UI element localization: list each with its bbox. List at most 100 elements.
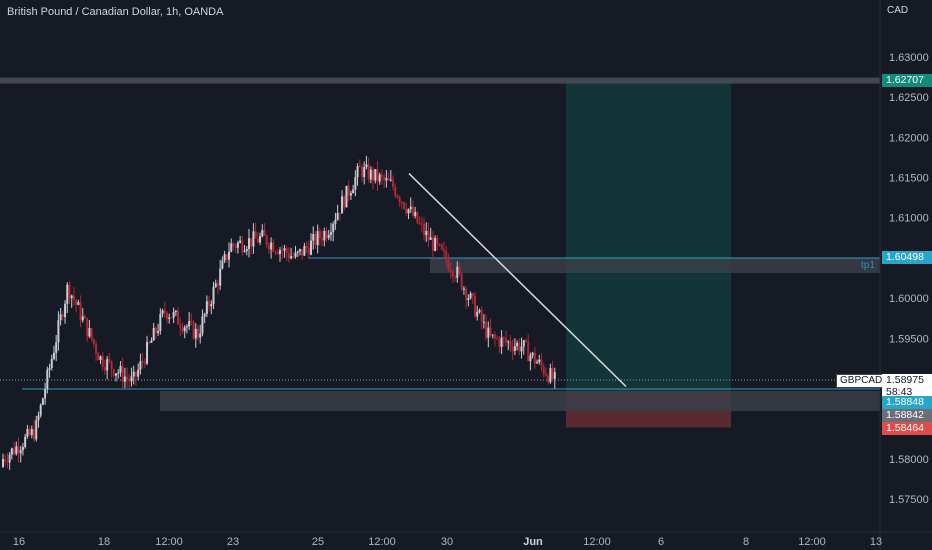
candle-body xyxy=(6,461,9,463)
candle-body xyxy=(540,359,543,366)
candle-body xyxy=(407,209,410,214)
candle-body xyxy=(219,268,222,286)
candle-body xyxy=(119,366,122,373)
candle-body xyxy=(61,314,64,318)
candle-body xyxy=(128,378,131,382)
candle-body xyxy=(2,458,4,467)
candle-body xyxy=(296,251,299,253)
horizontal-levels xyxy=(0,257,880,390)
candle-body xyxy=(194,328,197,339)
candle-body xyxy=(513,346,516,352)
candle-body xyxy=(329,232,332,235)
candle-body xyxy=(88,328,91,337)
candle-body xyxy=(509,341,512,348)
candle-body xyxy=(516,342,519,347)
candle-body xyxy=(97,353,100,361)
candle-body xyxy=(28,429,31,435)
candle-body xyxy=(183,327,186,332)
trendline xyxy=(408,172,627,388)
candle-body xyxy=(66,284,69,304)
candle-body xyxy=(507,341,510,343)
candle-body xyxy=(75,300,78,305)
candle-body xyxy=(17,446,20,454)
candle-body xyxy=(307,248,310,255)
candle-body xyxy=(549,368,552,383)
candle-body xyxy=(354,177,357,190)
candle-body xyxy=(380,174,383,177)
candle-body xyxy=(64,303,67,318)
candle-body xyxy=(216,283,219,286)
x-tick-label: 12:00 xyxy=(155,536,183,548)
y-tick-label: 1.57500 xyxy=(889,494,929,506)
symbol-tag: GBPCAD xyxy=(836,374,887,388)
candle-body xyxy=(500,337,503,347)
candle-body xyxy=(95,344,98,354)
tp1-label: tp1 xyxy=(861,260,875,271)
candle-body xyxy=(445,251,448,261)
candle-body xyxy=(334,219,337,224)
candle-body xyxy=(442,249,445,252)
candle-body xyxy=(112,369,115,376)
candle-body xyxy=(46,369,49,390)
candle-body xyxy=(68,284,71,299)
candle-body xyxy=(385,178,388,181)
candle-body xyxy=(325,231,328,238)
candle-body xyxy=(165,312,168,319)
x-tick-label: 16 xyxy=(13,536,25,548)
candle-body xyxy=(456,266,459,278)
candle-body xyxy=(86,318,89,337)
candle-body xyxy=(130,376,133,382)
candle-body xyxy=(174,310,177,313)
currency-label: CAD xyxy=(887,5,909,16)
candle-body xyxy=(57,320,60,343)
candle-body xyxy=(290,256,293,259)
candle-body xyxy=(19,450,22,454)
candle-body xyxy=(389,179,392,181)
candle-body xyxy=(336,212,339,220)
candle-body xyxy=(487,327,490,338)
candle-body xyxy=(83,316,86,319)
y-tick-label: 1.61500 xyxy=(889,173,929,185)
candle-body xyxy=(243,251,246,253)
grey-price-tag: 1.58842 xyxy=(882,409,932,422)
candle-body xyxy=(474,296,477,317)
candle-body xyxy=(538,359,541,363)
candle-body xyxy=(13,448,16,454)
candle-body xyxy=(285,248,288,254)
x-tick-label: 12:00 xyxy=(368,536,396,548)
candle-body xyxy=(143,361,146,364)
candle-body xyxy=(33,429,36,440)
candle-body xyxy=(197,328,200,338)
candle-body xyxy=(283,248,286,251)
candle-body xyxy=(527,341,530,362)
x-tick-label: 12:00 xyxy=(583,536,611,548)
candle-body xyxy=(26,429,29,437)
candle-body xyxy=(223,254,226,261)
time-axis[interactable]: 16 18 12:00 23 25 12:00 30 Jun 12:00 6 8 12:00 13 xyxy=(0,531,932,548)
candle-body xyxy=(341,196,344,214)
candle-body xyxy=(168,317,171,319)
candle-body xyxy=(121,366,124,382)
candle-body xyxy=(321,237,324,241)
candle-body xyxy=(480,310,483,322)
x-tick-label: 25 xyxy=(312,536,324,548)
candle-body xyxy=(134,371,137,377)
candle-body xyxy=(378,174,381,182)
candle-body xyxy=(203,313,206,317)
candle-body xyxy=(214,283,217,287)
candle-body xyxy=(179,324,182,328)
candle-body xyxy=(139,361,142,370)
candle-body xyxy=(230,243,233,252)
drawings xyxy=(408,172,627,388)
candle-body xyxy=(498,338,501,347)
candle-body xyxy=(239,240,242,243)
candle-body xyxy=(263,229,266,236)
candle-body xyxy=(298,249,301,252)
candle-body xyxy=(502,337,505,339)
candle-body xyxy=(99,356,102,361)
candle-body xyxy=(372,169,375,181)
tp1-price-tag: 1.60498 xyxy=(882,251,932,264)
candle-body xyxy=(188,321,191,327)
candle-body xyxy=(232,243,235,246)
